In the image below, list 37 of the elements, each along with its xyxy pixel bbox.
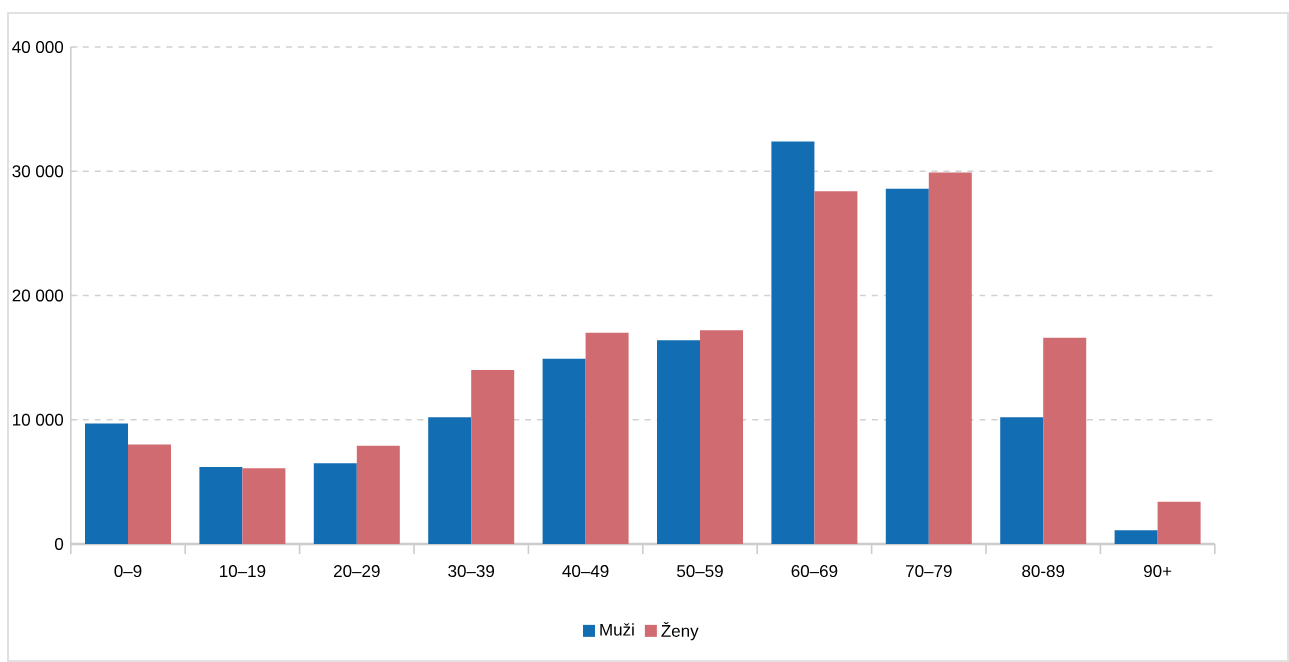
bar (1000, 417, 1044, 544)
x-tick-label: 20–29 (334, 565, 380, 578)
bar (1114, 530, 1158, 544)
bar (1043, 337, 1087, 544)
bar (242, 468, 286, 544)
bar (814, 191, 858, 544)
legend-label: Ženy (661, 621, 699, 641)
bar (85, 423, 128, 544)
bar (700, 330, 744, 544)
y-tick-label: 0 (54, 537, 64, 551)
bar (928, 172, 972, 544)
bar (1157, 501, 1201, 544)
bar (471, 370, 515, 544)
bar (128, 444, 171, 544)
y-tick-label: 20 000 (12, 289, 64, 302)
x-tick-label: 40–49 (562, 565, 609, 578)
bar (313, 463, 357, 544)
bar (356, 445, 400, 544)
y-tick-label: 10 000 (13, 413, 64, 426)
x-tick-label: 0–9 (114, 565, 142, 578)
x-tick-label: 90+ (1144, 565, 1172, 578)
x-tick-label: 30–39 (448, 565, 495, 578)
x-tick-label: 60–69 (791, 565, 838, 578)
x-tick-label: 80-89 (1022, 565, 1065, 578)
bar (885, 188, 929, 544)
x-tick-label: 70–79 (906, 565, 952, 578)
y-tick-label: 40 000 (12, 40, 64, 54)
bar (657, 340, 701, 544)
bar (585, 332, 629, 544)
x-tick-label: 10–19 (220, 565, 266, 578)
x-tick-label: 50–59 (677, 565, 723, 578)
bar (771, 141, 815, 544)
bar (542, 358, 586, 544)
y-tick-label: 30 000 (12, 165, 64, 178)
legend-label: Muži (600, 623, 634, 636)
bar (428, 417, 472, 544)
bar (199, 466, 243, 544)
